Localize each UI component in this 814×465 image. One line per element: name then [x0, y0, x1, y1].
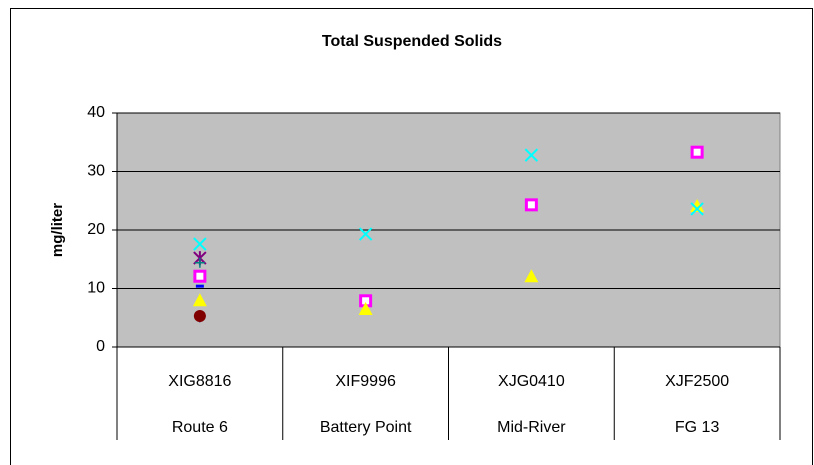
marker-circle [193, 309, 206, 322]
marker-square [193, 269, 207, 283]
y-tick-label: 30 [87, 163, 105, 180]
marker-x [193, 237, 207, 251]
site-label: FG 13 [675, 419, 720, 436]
marker-triangle [690, 199, 705, 213]
marker-triangle [524, 269, 539, 283]
x-tick-label: XJF2500 [665, 373, 729, 390]
y-tick-label: 10 [87, 280, 105, 297]
x-tick-label: XJG0410 [498, 373, 565, 390]
marker-triangle [192, 293, 207, 307]
y-tick-label: 0 [96, 338, 105, 355]
marker-square [690, 145, 704, 159]
y-tick-label: 20 [87, 221, 105, 238]
y-axis-label: mg/liter [49, 203, 66, 257]
x-tick-label: XIG8816 [168, 373, 231, 390]
marker-x [690, 202, 704, 216]
site-label: Route 6 [172, 419, 228, 436]
marker-plus [194, 257, 205, 268]
marker-square [524, 198, 538, 212]
x-tick-label: XIF9996 [335, 373, 396, 390]
site-label: Battery Point [320, 419, 412, 436]
chart-title: Total Suspended Solids [322, 33, 502, 50]
y-tick-label: 40 [87, 104, 105, 121]
marker-dash [195, 284, 204, 288]
marker-triangle [358, 301, 373, 315]
marker-x [358, 227, 373, 241]
site-label: Mid-River [497, 419, 566, 436]
marker-x [524, 148, 539, 162]
